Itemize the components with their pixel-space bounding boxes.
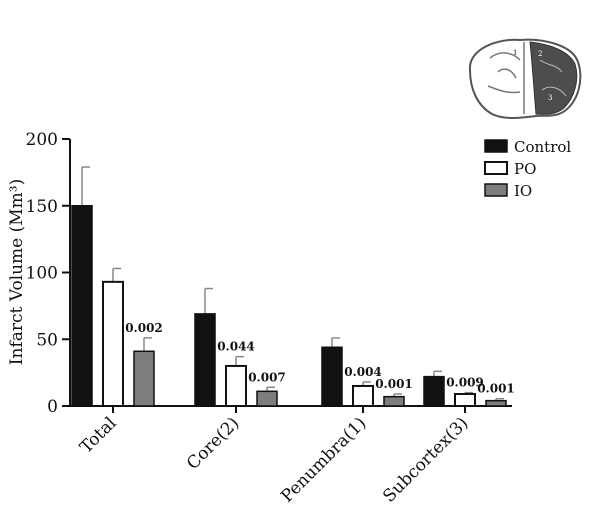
bar-po: [454, 392, 476, 407]
y-tick-label: 200: [26, 130, 58, 150]
legend-label-control: Control: [514, 138, 571, 156]
bar-control: [194, 313, 216, 407]
bar-control: [423, 375, 445, 407]
p-value-label: 0.044: [217, 340, 255, 354]
bar-po: [102, 280, 124, 407]
category-label: Penumbra(1): [277, 413, 370, 506]
y-tick-label: 50: [36, 330, 58, 350]
bar-control: [71, 205, 93, 407]
legend-label-po: PO: [514, 160, 536, 178]
p-value-label: 0.002: [125, 321, 163, 335]
legend-swatch-io: [484, 183, 508, 197]
x-ticks: Total Core(2) Penumbra(1) Subcortex(3): [76, 406, 473, 506]
legend: Control PO IO: [484, 138, 571, 200]
bar-io: [485, 399, 507, 407]
p-value-label: 0.009: [446, 376, 484, 390]
y-tick-label: 0: [47, 397, 58, 417]
y-ticks: 0 50 100 150 200: [26, 130, 70, 417]
bar-po: [225, 364, 247, 408]
bar-io: [133, 350, 155, 407]
y-tick-label: 100: [26, 264, 58, 284]
bar-control: [321, 346, 343, 407]
bar-po: [352, 384, 374, 408]
p-value-label: 0.001: [375, 377, 413, 391]
legend-label-io: IO: [514, 182, 532, 200]
y-axis-label: Infarct Volume (Mm³): [7, 179, 27, 366]
bar-io: [256, 390, 278, 407]
legend-swatch-control: [484, 139, 508, 153]
roi-label-1: 1: [513, 49, 517, 57]
p-value-label: 0.004: [344, 365, 382, 379]
category-label: Core(2): [183, 413, 243, 473]
roi-label-2: 2: [538, 50, 542, 58]
p-value-label: 0.007: [248, 370, 286, 384]
p-value-label: 0.001: [477, 382, 515, 396]
bar-io: [383, 395, 405, 407]
category-label: Subcortex(3): [379, 413, 472, 506]
roi-label-3: 3: [548, 94, 552, 102]
y-tick-label: 150: [26, 197, 58, 217]
category-label: Total: [76, 413, 120, 457]
brain-section-illustration: 1 2 3: [468, 38, 582, 119]
legend-swatch-po: [484, 161, 508, 175]
